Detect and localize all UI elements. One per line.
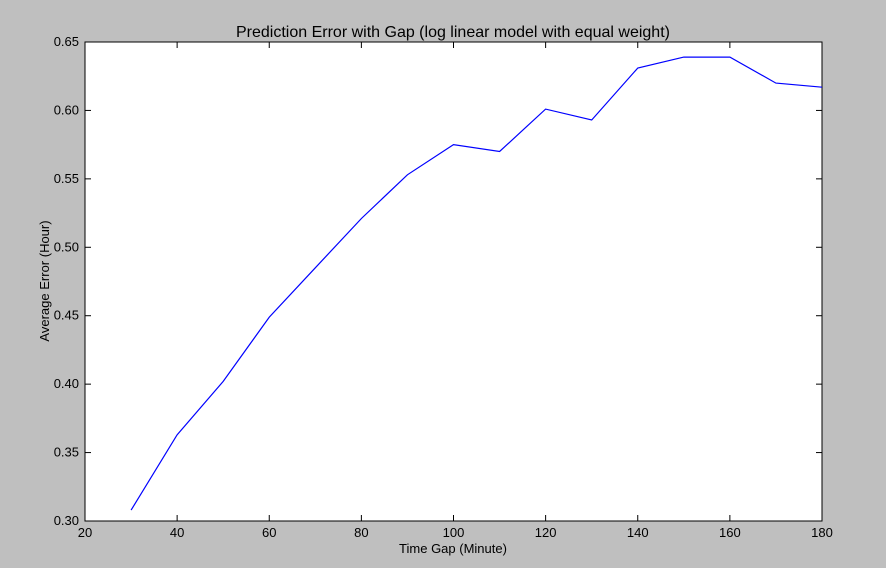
series-line <box>130 56 823 511</box>
x-tick-label: 40 <box>170 525 184 540</box>
x-tick-label: 140 <box>627 525 649 540</box>
y-tick-label: 0.30 <box>54 513 79 528</box>
series-group <box>130 56 823 511</box>
y-tick-label: 0.55 <box>54 171 79 186</box>
x-tick-label: 80 <box>354 525 368 540</box>
x-axis-label: Time Gap (Minute) <box>399 541 507 556</box>
plot-area <box>84 41 823 522</box>
y-tick-label: 0.60 <box>54 102 79 117</box>
x-tick-label: 100 <box>443 525 465 540</box>
x-tick-label: 120 <box>535 525 557 540</box>
y-axis-label: Average Error (Hour) <box>37 220 52 341</box>
chart-title: Prediction Error with Gap (log linear mo… <box>236 24 670 41</box>
y-tick-label: 0.45 <box>54 308 79 323</box>
y-tick-label: 0.50 <box>54 239 79 254</box>
x-tick-label: 160 <box>719 525 741 540</box>
y-axis: 0.30 0.35 0.40 0.45 0.50 0.55 0.60 0.65 <box>54 34 822 528</box>
x-tick-label: 20 <box>78 525 92 540</box>
y-tick-label: 0.35 <box>54 445 79 460</box>
y-tick-label: 0.65 <box>54 34 79 49</box>
x-tick-label: 60 <box>262 525 276 540</box>
y-tick-label: 0.40 <box>54 376 79 391</box>
x-tick-label: 180 <box>811 525 833 540</box>
x-axis: 20 40 60 80 100 120 140 160 180 <box>78 42 833 540</box>
